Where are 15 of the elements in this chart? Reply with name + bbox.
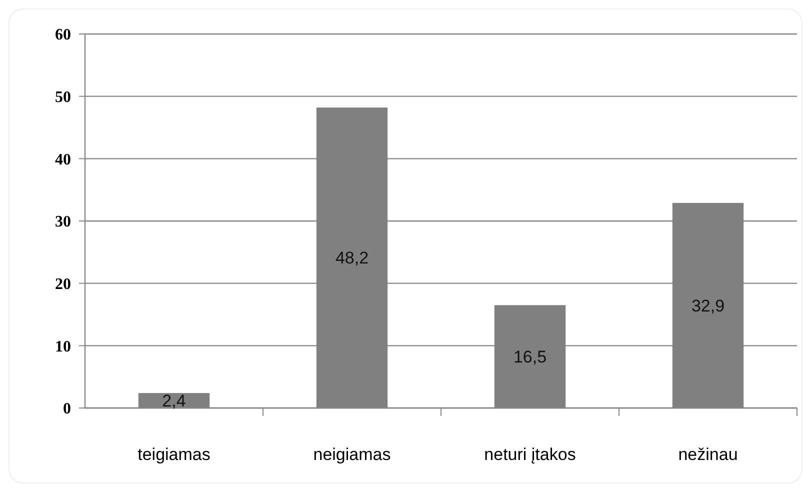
x-tick-label: nežinau — [678, 445, 738, 464]
data-label: 2,4 — [162, 391, 186, 410]
x-tick-label: teigiamas — [138, 445, 210, 464]
data-label: 16,5 — [513, 348, 547, 367]
y-tick-label: 60 — [55, 26, 71, 44]
data-label: 48,2 — [335, 248, 369, 268]
y-tick-label: 20 — [55, 276, 71, 293]
y-tick-label: 40 — [55, 151, 71, 168]
y-tick-label: 0 — [63, 400, 71, 418]
x-tick-label: neigiamas — [313, 445, 391, 464]
y-tick-label: 30 — [55, 214, 71, 231]
y-tick-label: 50 — [55, 88, 71, 106]
y-tick-label: 10 — [55, 338, 71, 356]
data-label: 32,9 — [691, 296, 725, 316]
x-tick-label: neturi įtakos — [484, 445, 576, 464]
